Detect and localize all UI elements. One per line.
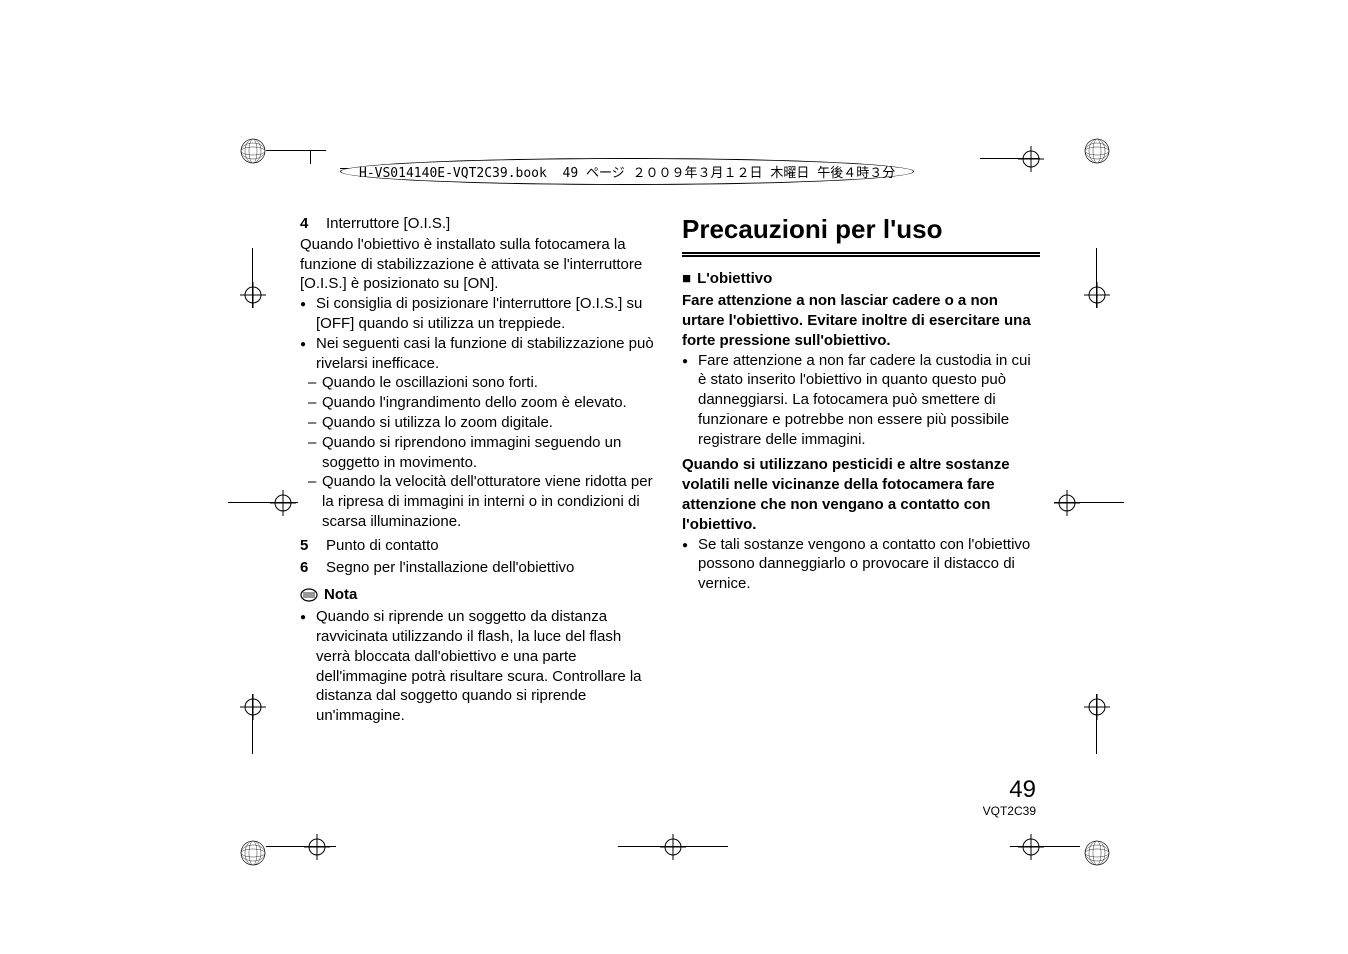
sub-4: –Quando si riprendono immagini seguendo … <box>300 433 658 473</box>
sub-1: –Quando le oscillazioni sono forti. <box>300 373 658 393</box>
item-6-num: 6 <box>300 558 326 578</box>
item-6: 6 Segno per l'installazione dell'obietti… <box>300 558 658 578</box>
reg-cross-icon <box>240 694 266 720</box>
reg-globe-icon <box>240 840 266 866</box>
item-4-desc: Quando l'obiettivo è installato sulla fo… <box>300 235 658 294</box>
bullet-dot-icon: ● <box>300 334 316 374</box>
bullet-2: ● Nei seguenti casi la funzione di stabi… <box>300 334 658 374</box>
reg-line <box>252 248 253 308</box>
bullet-dot-icon: ● <box>300 607 316 726</box>
page-number: 49 <box>1009 776 1036 804</box>
section-title: Precauzioni per l'uso <box>682 212 1040 246</box>
item-4-num: 4 <box>300 214 326 234</box>
sub-2: –Quando l'ingrandimento dello zoom è ele… <box>300 393 658 413</box>
reg-line <box>1010 846 1080 847</box>
right-column: Precauzioni per l'uso ■ L'obiettivo Fare… <box>682 212 1040 726</box>
reg-line <box>310 150 311 164</box>
item-6-label: Segno per l'installazione dell'obiettivo <box>326 558 574 578</box>
item-4: 4 Interruttore [O.I.S.] <box>300 214 658 234</box>
item-5-label: Punto di contatto <box>326 536 439 556</box>
reg-line <box>1054 502 1124 503</box>
sub-5: –Quando la velocità dell'otturatore vien… <box>300 472 658 531</box>
bullet-dot-icon: ● <box>682 535 698 594</box>
reg-cross-icon <box>1084 282 1110 308</box>
reg-line <box>980 158 1040 159</box>
bold-para-1: Fare attenzione a non lasciar cadere o a… <box>682 291 1040 350</box>
reg-line <box>618 846 728 847</box>
nota-label: Nota <box>324 585 357 605</box>
sub-3: –Quando si utilizza lo zoom digitale. <box>300 413 658 433</box>
item-5-num: 5 <box>300 536 326 556</box>
reg-line <box>228 502 298 503</box>
reg-cross-icon <box>270 490 296 516</box>
reg-line <box>266 846 336 847</box>
header-filename: H-VS014140E-VQT2C39.book <box>359 166 547 181</box>
reg-cross-icon <box>1054 490 1080 516</box>
reg-cross-icon <box>1084 694 1110 720</box>
title-rule <box>682 252 1040 257</box>
reg-line <box>252 694 253 754</box>
square-icon: ■ <box>682 269 691 289</box>
bullet-dot-icon: ● <box>300 294 316 334</box>
reg-line <box>1096 694 1097 754</box>
nota-bullet-1: ● Quando si riprende un soggetto da dist… <box>300 607 658 726</box>
sub-heading-1: ■ L'obiettivo <box>682 269 1040 289</box>
reg-line <box>266 150 326 151</box>
reg-cross-icon <box>1018 834 1044 860</box>
item-5: 5 Punto di contatto <box>300 536 658 556</box>
left-column: 4 Interruttore [O.I.S.] Quando l'obietti… <box>300 212 658 726</box>
reg-globe-icon <box>240 138 266 164</box>
reg-cross-icon <box>240 282 266 308</box>
page-header: H-VS014140E-VQT2C39.book 49 ページ ２００９年３月１… <box>340 158 914 185</box>
r-bullet-1: ● Fare attenzione a non far cadere la cu… <box>682 351 1040 450</box>
r-bullet-2: ● Se tali sostanze vengono a contatto co… <box>682 535 1040 594</box>
item-4-label: Interruttore [O.I.S.] <box>326 214 450 234</box>
reg-line <box>1096 248 1097 308</box>
nota-icon <box>300 588 318 602</box>
nota-heading: Nota <box>300 585 658 605</box>
content-columns: 4 Interruttore [O.I.S.] Quando l'obietti… <box>300 212 1040 726</box>
reg-cross-icon <box>660 834 686 860</box>
reg-globe-icon <box>1084 840 1110 866</box>
doc-code: VQT2C39 <box>983 804 1036 818</box>
bullet-dot-icon: ● <box>682 351 698 450</box>
reg-cross-icon <box>1018 146 1044 172</box>
reg-globe-icon <box>1084 138 1110 164</box>
bold-para-2: Quando si utilizzano pesticidi e altre s… <box>682 455 1040 534</box>
reg-cross-icon <box>304 834 330 860</box>
header-pageinfo: 49 ページ ２００９年３月１２日 木曜日 午後４時３分 <box>563 166 896 181</box>
bullet-1: ● Si consiglia di posizionare l'interrut… <box>300 294 658 334</box>
